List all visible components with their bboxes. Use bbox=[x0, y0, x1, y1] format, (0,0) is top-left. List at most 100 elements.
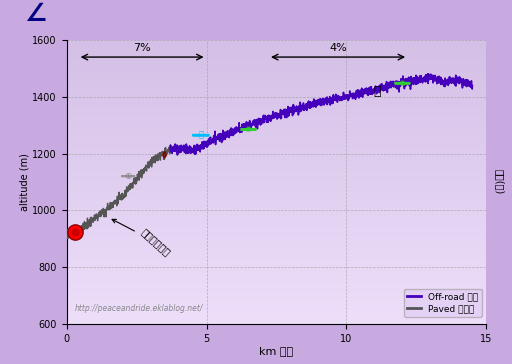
Bar bbox=[67, 239, 486, 240]
Bar bbox=[67, 201, 486, 202]
Bar bbox=[67, 311, 486, 313]
Bar bbox=[67, 124, 486, 125]
Bar bbox=[67, 323, 486, 324]
Bar bbox=[67, 43, 486, 44]
Bar bbox=[67, 273, 486, 274]
Bar bbox=[67, 237, 486, 239]
Bar bbox=[67, 183, 486, 185]
Bar bbox=[67, 223, 486, 225]
Bar bbox=[67, 94, 486, 95]
Bar bbox=[67, 155, 486, 157]
Bar bbox=[67, 181, 486, 182]
Bar bbox=[67, 88, 486, 90]
Bar bbox=[67, 146, 486, 148]
Bar bbox=[67, 44, 486, 46]
Bar bbox=[67, 103, 486, 104]
Bar bbox=[67, 188, 486, 189]
Bar bbox=[67, 291, 486, 293]
Bar bbox=[67, 108, 486, 110]
Bar bbox=[67, 132, 486, 134]
Text: 水: 水 bbox=[199, 131, 203, 140]
Bar bbox=[67, 264, 486, 266]
Y-axis label: altitude (m): altitude (m) bbox=[19, 153, 29, 211]
Bar bbox=[67, 157, 486, 158]
Text: 🍄: 🍄 bbox=[373, 85, 381, 98]
Bar bbox=[67, 138, 486, 139]
Bar bbox=[67, 307, 486, 308]
Bar bbox=[67, 97, 486, 98]
Bar bbox=[67, 286, 486, 287]
Text: 4%: 4% bbox=[329, 43, 347, 53]
Bar bbox=[67, 215, 486, 216]
Bar bbox=[67, 230, 486, 232]
Bar bbox=[67, 298, 486, 300]
Bar bbox=[67, 226, 486, 228]
Bar bbox=[67, 136, 486, 138]
Bar bbox=[67, 139, 486, 141]
Bar bbox=[67, 190, 486, 192]
Bar bbox=[67, 78, 486, 80]
Bar bbox=[67, 145, 486, 146]
Text: 7%: 7% bbox=[133, 43, 151, 53]
Bar bbox=[67, 209, 486, 210]
Bar bbox=[67, 40, 486, 41]
Bar bbox=[67, 125, 486, 127]
Text: 羅山林道南線: 羅山林道南線 bbox=[112, 219, 173, 258]
Bar bbox=[67, 41, 486, 43]
Bar bbox=[67, 163, 486, 165]
Bar bbox=[67, 202, 486, 203]
Bar bbox=[67, 242, 486, 243]
Bar bbox=[67, 149, 486, 151]
Bar bbox=[67, 158, 486, 159]
Bar bbox=[67, 313, 486, 314]
Bar bbox=[67, 320, 486, 321]
Bar bbox=[67, 192, 486, 193]
Bar bbox=[67, 175, 486, 176]
Bar bbox=[67, 80, 486, 81]
Bar bbox=[67, 283, 486, 284]
Bar bbox=[67, 101, 486, 103]
Bar bbox=[67, 216, 486, 218]
Bar bbox=[67, 297, 486, 298]
Bar bbox=[67, 152, 486, 154]
Bar bbox=[67, 182, 486, 183]
Legend: Off-road 越野, Paved 硬面路: Off-road 越野, Paved 硬面路 bbox=[404, 289, 482, 317]
Bar bbox=[67, 71, 486, 73]
Bar bbox=[67, 161, 486, 162]
Bar bbox=[67, 179, 486, 181]
Bar bbox=[67, 254, 486, 256]
X-axis label: km 公里: km 公里 bbox=[260, 347, 293, 356]
Bar bbox=[67, 121, 486, 122]
Bar bbox=[67, 134, 486, 135]
Bar bbox=[67, 272, 486, 273]
Bar bbox=[67, 60, 486, 62]
Bar bbox=[67, 95, 486, 97]
Bar bbox=[67, 130, 486, 131]
Text: ②: ② bbox=[245, 125, 252, 134]
Bar bbox=[67, 168, 486, 169]
Bar bbox=[67, 104, 486, 105]
Bar bbox=[67, 219, 486, 220]
Bar bbox=[67, 70, 486, 71]
Bar bbox=[67, 53, 486, 54]
Bar bbox=[67, 66, 486, 67]
Bar bbox=[67, 232, 486, 233]
Bar bbox=[67, 135, 486, 136]
Bar bbox=[67, 225, 486, 226]
Bar bbox=[67, 293, 486, 294]
Bar bbox=[67, 92, 486, 94]
Bar bbox=[67, 233, 486, 234]
Bar bbox=[67, 172, 486, 174]
Bar bbox=[67, 278, 486, 280]
Bar bbox=[67, 91, 486, 92]
Bar bbox=[67, 289, 486, 290]
Bar bbox=[67, 115, 486, 117]
Bar bbox=[67, 128, 486, 130]
Bar bbox=[67, 169, 486, 171]
Bar bbox=[67, 236, 486, 237]
Bar bbox=[67, 185, 486, 186]
Bar bbox=[67, 257, 486, 259]
Bar bbox=[67, 300, 486, 301]
Bar bbox=[67, 247, 486, 249]
Bar bbox=[67, 64, 486, 66]
